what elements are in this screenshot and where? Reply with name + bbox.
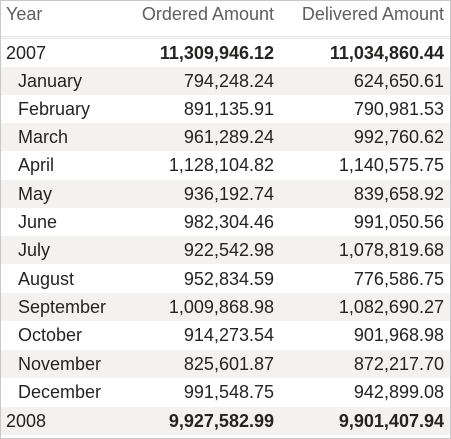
row-label-month: January [18,71,83,91]
cell-delivered-amount: 9,901,407.94 [338,411,444,431]
row-month-july[interactable]: July 922,542.98 1,078,819.68 [1,236,450,264]
row-label-month: April [18,155,55,175]
row-label-year: 2007 [6,43,47,63]
row-label-month: March [18,127,69,147]
row-label-month: November [18,354,102,374]
row-label-month: December [18,382,102,402]
row-month-august[interactable]: August 952,834.59 776,586.75 [1,265,450,293]
row-month-may[interactable]: May 936,192.74 839,658.92 [1,180,450,208]
cell-ordered-amount: 991,548.75 [183,382,274,402]
cell-ordered-amount: 1,009,868.98 [168,297,274,317]
cell-ordered-amount: 952,834.59 [183,269,274,289]
cell-delivered-amount: 11,034,860.44 [329,43,444,63]
row-label-month: February [18,99,91,119]
cell-ordered-amount: 922,542.98 [183,240,274,260]
cell-delivered-amount: 992,760.62 [353,127,444,147]
cell-ordered-amount: 11,309,946.12 [159,43,274,63]
column-header-delivered-amount[interactable]: Delivered Amount [301,4,444,24]
row-month-june[interactable]: June 982,304.46 991,050.56 [1,208,450,236]
cell-delivered-amount: 776,586.75 [353,269,444,289]
row-label-month: June [18,212,58,232]
cell-delivered-amount: 1,078,819.68 [338,240,444,260]
cell-ordered-amount: 891,135.91 [183,99,274,119]
row-year-2008[interactable]: 2008 9,927,582.99 9,901,407.94 [1,407,450,435]
row-month-april[interactable]: April 1,128,104.82 1,140,575.75 [1,151,450,179]
cell-delivered-amount: 839,658.92 [353,184,444,204]
row-year-2007[interactable]: 2007 11,309,946.12 11,034,860.44 [1,38,450,67]
cell-ordered-amount: 982,304.46 [183,212,274,232]
cell-delivered-amount: 624,650.61 [353,71,444,91]
cell-delivered-amount: 942,899.08 [353,382,444,402]
cell-ordered-amount: 825,601.87 [183,354,274,374]
row-label-year: 2008 [6,411,47,431]
cell-ordered-amount: 914,273.54 [183,325,274,345]
row-month-january[interactable]: January 794,248.24 624,650.61 [1,67,450,95]
cell-delivered-amount: 790,981.53 [353,99,444,119]
row-month-december[interactable]: December 991,548.75 942,899.08 [1,378,450,406]
cell-ordered-amount: 961,289.24 [183,127,274,147]
row-month-march[interactable]: March 961,289.24 992,760.62 [1,123,450,151]
row-month-february[interactable]: February 891,135.91 790,981.53 [1,95,450,123]
cell-ordered-amount: 1,128,104.82 [168,155,274,175]
cell-delivered-amount: 1,140,575.75 [338,155,444,175]
row-label-month: August [18,269,75,289]
row-month-october[interactable]: October 914,273.54 901,968.98 [1,321,450,349]
row-label-month: May [18,184,53,204]
cell-ordered-amount: 794,248.24 [183,71,274,91]
column-header-ordered-amount[interactable]: Ordered Amount [141,4,274,24]
cell-delivered-amount: 1,082,690.27 [338,297,444,317]
cell-delivered-amount: 991,050.56 [353,212,444,232]
row-month-september[interactable]: September 1,009,868.98 1,082,690.27 [1,293,450,321]
cell-delivered-amount: 872,217.70 [353,354,444,374]
cell-delivered-amount: 901,968.98 [353,325,444,345]
row-label-month: September [18,297,107,317]
cell-ordered-amount: 9,927,582.99 [168,411,274,431]
column-header-row: Year Ordered Amount Delivered Amount [1,1,450,37]
row-label-month: October [18,325,83,345]
row-label-month: July [18,240,51,260]
column-header-year[interactable]: Year [6,4,43,24]
cell-ordered-amount: 936,192.74 [183,184,274,204]
row-month-november[interactable]: November 825,601.87 872,217.70 [1,350,450,378]
